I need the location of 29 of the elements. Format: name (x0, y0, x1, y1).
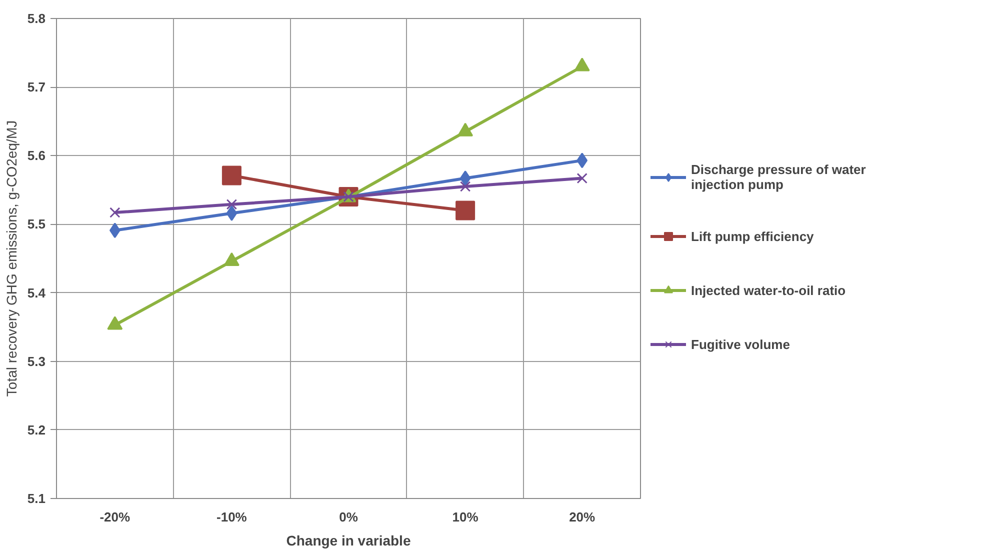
x-tick-label: 10% (452, 510, 479, 524)
legend-label: Injected water-to-oil ratio (691, 282, 846, 298)
y-tick-label: 5.2 (27, 422, 46, 438)
point (576, 172, 588, 184)
point (460, 170, 471, 186)
legend-label: Fugitive volume (691, 336, 790, 352)
x-tick-label: 0% (339, 510, 358, 524)
y-tick-label: 5.1 (27, 491, 46, 506)
point (576, 152, 588, 168)
point (226, 198, 238, 210)
point (460, 181, 471, 192)
point (222, 166, 242, 186)
y-tick-label: 5.7 (27, 80, 46, 95)
x-tick-label: 20% (569, 510, 596, 524)
x-tick-label: -20% (100, 510, 131, 524)
legend-label: Lift pump efficiency (691, 228, 814, 244)
point (456, 200, 476, 220)
legend-label: Discharge pressure of water injection pump (691, 162, 866, 192)
y-tick-label: 5.4 (27, 285, 46, 300)
y-tick-label: 5.6 (27, 148, 46, 164)
point (110, 207, 120, 218)
x-axis-title: Change in variable (286, 532, 411, 548)
y-axis-title: Total recovery GHG emissions, g-CO2eq/MJ (3, 120, 20, 397)
x-tick-label: -10% (216, 510, 248, 524)
point (226, 205, 238, 221)
y-tick-label: 5.5 (27, 216, 46, 232)
y-tick-label: 5.3 (27, 354, 46, 369)
point (109, 222, 120, 238)
y-tick-label: 5.8 (27, 11, 46, 26)
